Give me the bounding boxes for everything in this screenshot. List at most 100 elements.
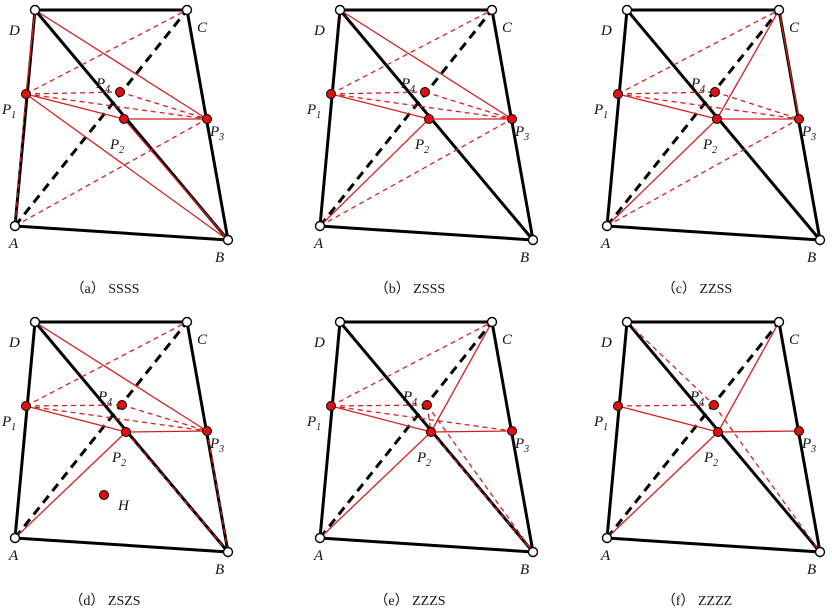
caption-e: （e） ZZZS: [374, 593, 445, 609]
red-line-P4-B: [426, 404, 534, 553]
red-line-P1-P4: [330, 91, 426, 95]
point-P3: [507, 426, 517, 436]
red-line-D-P3: [34, 321, 208, 432]
diagonal-AC: [318, 9, 494, 227]
diagonal-AC: [605, 321, 781, 539]
vertex-C: [773, 4, 785, 16]
red-line-D-P3: [34, 9, 208, 120]
red-line-P1-P2: [25, 405, 127, 433]
vertex-B: [222, 234, 234, 246]
point-P3: [794, 114, 804, 124]
red-line-P1-A: [14, 93, 27, 227]
diagonal-AC: [13, 9, 189, 227]
red-line-A-P2: [319, 118, 430, 227]
edge-AB: [14, 224, 229, 242]
label-P2: P2: [703, 450, 718, 469]
label-C: C: [789, 332, 800, 348]
red-line-P1-P3: [25, 93, 208, 120]
vertex-D: [621, 316, 633, 328]
label-P3: P3: [801, 124, 816, 143]
label-C: C: [502, 20, 513, 36]
label-C: C: [502, 332, 513, 348]
point-P2: [712, 114, 722, 124]
vertex-D: [621, 4, 633, 16]
red-line-C-P2: [430, 321, 493, 433]
point-P4: [420, 87, 430, 97]
red-line-P2-P3: [717, 430, 800, 433]
point-P2: [119, 114, 129, 124]
label-P1: P1: [306, 102, 321, 121]
edge-AD: [605, 9, 629, 227]
red-line-C-P3: [778, 9, 800, 120]
vertex-A: [601, 220, 613, 232]
vertex-D: [334, 4, 346, 16]
edge-AB: [14, 536, 229, 554]
vertex-C: [486, 316, 498, 328]
vertex-B: [814, 546, 826, 558]
vertex-C: [181, 4, 193, 16]
red-line-P1-P3: [617, 93, 800, 120]
red-line-C-P2: [716, 9, 780, 120]
diagonal-DB: [338, 9, 535, 241]
red-line-P1-P4: [25, 404, 123, 407]
red-line-P2-B: [123, 118, 229, 241]
red-line-A-P3: [14, 118, 208, 227]
point-P4: [709, 400, 719, 410]
edge-AD: [318, 9, 342, 227]
red-line-P1-P4: [617, 91, 716, 95]
red-line-P1-P4: [617, 404, 715, 407]
label-D: D: [313, 335, 325, 351]
red-line-P4-P3: [424, 91, 513, 120]
caption-d: （d） ZSZS: [69, 593, 140, 609]
label-P4: P4: [95, 76, 110, 95]
red-line-P1-C: [25, 321, 188, 407]
caption-a: （a） SSSS: [71, 281, 140, 297]
red-line-A-P2: [606, 431, 719, 539]
red-line-P1-P3: [25, 405, 208, 432]
edge-CB: [185, 9, 230, 241]
label-P4: P4: [400, 76, 415, 95]
red-line-P1-P2: [617, 405, 719, 433]
point-P1: [21, 401, 31, 411]
caption-b: （b） ZSSS: [375, 281, 445, 297]
label-P1: P1: [1, 102, 16, 121]
red-line-A-P2: [14, 431, 127, 539]
label-P3: P3: [514, 124, 529, 143]
edge-AB: [319, 536, 534, 554]
label-A: A: [8, 548, 19, 564]
red-line-A-P2: [606, 118, 718, 227]
label-B: B: [215, 250, 224, 266]
vertex-D: [334, 316, 346, 328]
edge-AD: [13, 321, 37, 539]
point-P2: [121, 427, 131, 437]
caption-c: （c） ZZSS: [662, 281, 732, 297]
red-line-P1-D: [25, 9, 36, 95]
label-P2: P2: [109, 137, 124, 156]
vertex-B: [527, 546, 539, 558]
label-A: A: [600, 236, 611, 252]
label-D: D: [600, 335, 612, 351]
point-P1: [326, 401, 336, 411]
red-line-A-P2: [319, 431, 432, 539]
label-P4: P4: [402, 389, 417, 408]
label-P3: P3: [514, 436, 529, 455]
red-line-P1-C: [617, 9, 780, 95]
red-line-P1-P3: [330, 405, 513, 432]
point-P2: [426, 427, 436, 437]
panel-e: A B C D P1 P2 P3 P4 （e） ZZZS: [306, 316, 539, 609]
red-line-D-P4: [626, 321, 715, 406]
label-C: C: [197, 332, 208, 348]
caption-f: （f） ZZZZ: [662, 593, 732, 609]
point-P4: [117, 400, 127, 410]
point-P2: [713, 427, 723, 437]
vertex-B: [222, 546, 234, 558]
panel-f: A B C D P1 P2 P3 P4 （f） ZZZZ: [593, 316, 826, 609]
label-P3: P3: [209, 436, 224, 455]
label-A: A: [313, 236, 324, 252]
red-line-P2-P3: [125, 430, 208, 433]
vertex-D: [29, 4, 41, 16]
label-C: C: [197, 20, 208, 36]
point-P1: [613, 401, 623, 411]
label-C: C: [789, 20, 800, 36]
point-P3: [507, 114, 517, 124]
